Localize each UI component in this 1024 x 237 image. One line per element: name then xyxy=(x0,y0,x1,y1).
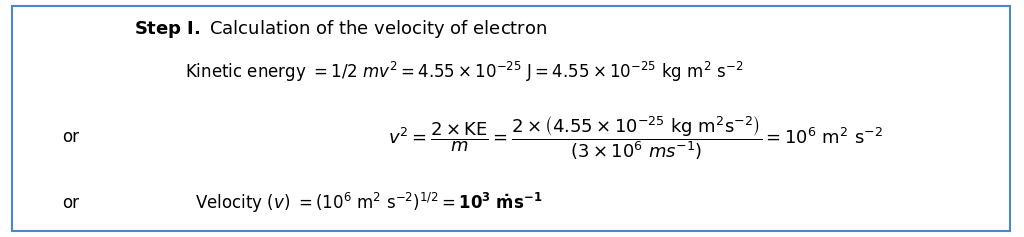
Text: $\mathbf{Step\ I.}$ Calculation of the velocity of electron: $\mathbf{Step\ I.}$ Calculation of the v… xyxy=(134,18,547,41)
Text: Velocity $(v)\ = (10^6\ \mathrm{m^2\ s^{-2}})^{1/2} = \mathbf{10^3\ \dot{m}s^{-1: Velocity $(v)\ = (10^6\ \mathrm{m^2\ s^{… xyxy=(195,191,542,215)
Text: Kinetic energy $= 1/2\ mv^2 = 4.55 \times 10^{-25}\ \mathrm{J} = 4.55 \times 10^: Kinetic energy $= 1/2\ mv^2 = 4.55 \time… xyxy=(184,60,743,84)
Text: or: or xyxy=(62,194,80,212)
Text: or: or xyxy=(62,128,80,146)
Text: $v^2 = \dfrac{2 \times \mathrm{KE}}{m} = \dfrac{2 \times \left(4.55 \times 10^{-: $v^2 = \dfrac{2 \times \mathrm{KE}}{m} =… xyxy=(388,113,884,162)
